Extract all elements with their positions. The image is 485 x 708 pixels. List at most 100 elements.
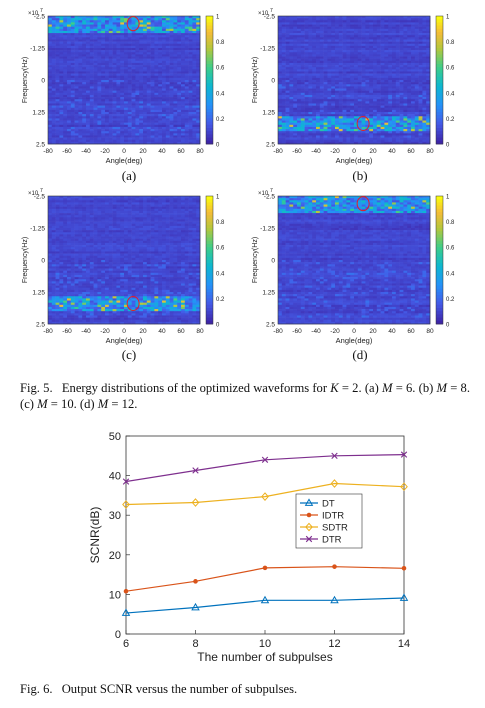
heatmap-cell	[342, 54, 347, 57]
heatmap-cell	[354, 94, 359, 98]
heatmap-cell	[331, 86, 336, 89]
colorbar-frame	[435, 15, 444, 145]
heatmap-cell	[392, 97, 397, 100]
heatmap-cell	[293, 73, 298, 77]
heatmap-cell	[388, 18, 393, 21]
heatmap-cell	[350, 22, 355, 25]
heatmap-cell	[169, 20, 174, 23]
heatmap-cell	[308, 22, 313, 25]
heatmap-cell	[278, 37, 283, 40]
heatmap-cell	[312, 114, 317, 117]
heatmap-cell	[51, 45, 56, 49]
heatmap-cell	[373, 122, 378, 126]
heatmap-cell	[86, 22, 91, 25]
heatmap-cell	[289, 26, 294, 30]
heatmap-cell	[297, 107, 302, 111]
heatmap-cell	[124, 50, 129, 53]
heatmap-cell	[86, 99, 91, 102]
heatmap-cell	[48, 86, 53, 89]
heatmap-cell	[411, 58, 416, 62]
heatmap-cell	[86, 122, 91, 126]
heatmap-cell	[169, 28, 174, 32]
heatmap-cell	[342, 90, 347, 94]
heatmap-cell	[67, 116, 72, 119]
heatmap-cell	[361, 107, 366, 111]
heatmap-cell	[422, 133, 427, 136]
heatmap-cell	[78, 139, 83, 143]
heatmap-cell	[373, 26, 378, 30]
heatmap-cell	[304, 58, 309, 62]
heatmap-cell	[67, 107, 72, 111]
heatmap-cell	[196, 122, 201, 126]
heatmap-cell	[188, 56, 193, 59]
heatmap-cell	[388, 103, 393, 106]
heatmap-cell	[181, 122, 186, 126]
heatmap-cell	[316, 99, 321, 102]
heatmap-cell	[78, 69, 83, 72]
heatmap-cell	[278, 58, 283, 62]
heatmap-cell	[124, 109, 129, 113]
heatmap-cell	[139, 105, 144, 109]
heatmap-cell	[105, 94, 110, 98]
heatmap-cell	[350, 26, 355, 30]
heatmap-cell	[150, 69, 155, 72]
heatmap-cell	[304, 82, 309, 85]
heatmap-cell	[165, 37, 170, 40]
heatmap-cell	[403, 103, 408, 106]
heatmap-cell	[173, 99, 178, 102]
heatmap-cell	[55, 124, 60, 128]
heatmap-cell	[89, 107, 94, 111]
heatmap-cell	[300, 141, 305, 145]
heatmap-cell	[316, 30, 321, 34]
heatmap-cell	[361, 43, 366, 47]
heatmap-cell	[181, 24, 186, 27]
heatmap-cell	[55, 126, 60, 130]
heatmap-cell	[373, 24, 378, 27]
heatmap-cell	[403, 90, 408, 94]
heatmap-cell	[338, 80, 343, 83]
heatmap-cell	[426, 101, 431, 104]
heatmap-cell	[78, 118, 83, 121]
heatmap-cell	[342, 129, 347, 132]
heatmap-panel-b: -80 -60 -40 -20 0 20 40 60 80 Angle(deg) -2.5 -1.25…	[250, 6, 460, 166]
heatmap-cell	[131, 122, 136, 126]
heatmap-cell	[78, 39, 83, 42]
heatmap-cell	[48, 62, 53, 66]
heatmap-cell	[196, 16, 201, 19]
heatmap-cell	[422, 99, 427, 102]
heatmap-cell	[278, 75, 283, 79]
heatmap-cell	[395, 114, 400, 117]
heatmap-cell	[173, 56, 178, 59]
heatmap-cell	[293, 118, 298, 121]
heatmap-cell	[55, 88, 60, 91]
heatmap-cell	[105, 86, 110, 89]
heatmap-cell	[127, 103, 132, 106]
heatmap-cell	[120, 116, 125, 119]
heatmap-cell	[369, 124, 374, 128]
heatmap-cell	[146, 37, 151, 40]
heatmap-cell	[158, 88, 163, 91]
heatmap-cell	[146, 97, 151, 100]
heatmap-cell	[369, 141, 374, 145]
heatmap-cell	[312, 45, 317, 49]
heatmap-cell	[67, 122, 72, 126]
heatmap-cell	[304, 48, 309, 51]
heatmap-cell	[411, 71, 416, 74]
heatmap-cell	[48, 54, 53, 57]
heatmap-cell	[150, 30, 155, 34]
heatmap-cell	[165, 75, 170, 79]
heatmap-cell	[150, 35, 155, 38]
heatmap-cell	[124, 137, 129, 141]
heatmap-cell	[127, 30, 132, 34]
heatmap-cell	[369, 67, 374, 70]
heatmap-cell	[342, 120, 347, 123]
heatmap-cell	[278, 26, 283, 30]
heatmap-cell	[184, 118, 189, 121]
heatmap-cell	[124, 35, 129, 38]
heatmap-cell	[184, 24, 189, 27]
heatmap-cell	[127, 20, 132, 23]
heatmap-cell	[150, 118, 155, 121]
heatmap-cell	[188, 86, 193, 89]
heatmap-cell	[143, 39, 148, 42]
heatmap-cell	[143, 139, 148, 143]
